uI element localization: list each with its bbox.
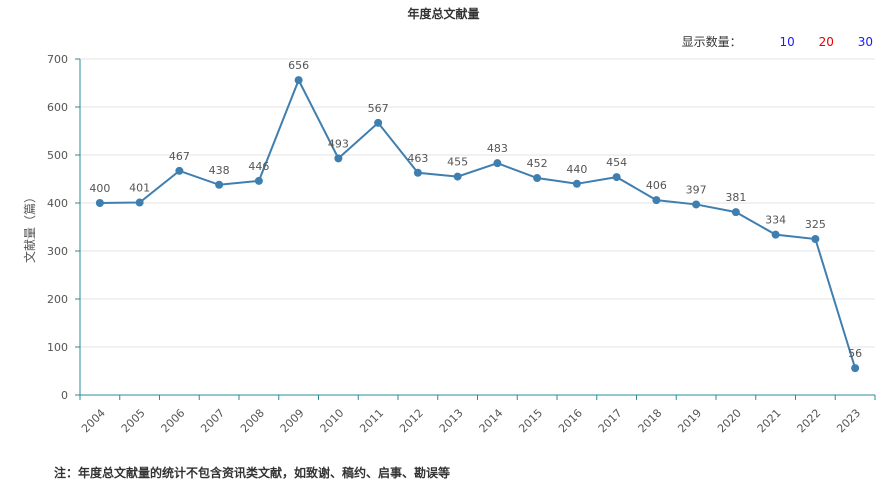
data-point[interactable] — [175, 166, 184, 175]
x-tick-label: 2012 — [397, 406, 426, 435]
count-option-30[interactable]: 30 — [857, 35, 873, 49]
y-tick-label: 0 — [61, 389, 68, 402]
y-tick-label: 300 — [47, 245, 68, 258]
data-point[interactable] — [135, 198, 144, 207]
y-axis-title: 文献量（篇） — [22, 191, 37, 263]
y-tick-label: 200 — [47, 293, 68, 306]
x-tick-label: 2014 — [477, 406, 506, 435]
y-axis: 0 100 200 300 400 500 600 700 — [47, 53, 81, 402]
x-tick-label: 2016 — [556, 406, 585, 435]
data-label: 446 — [248, 160, 269, 173]
display-count-label: 显示数量： — [681, 35, 742, 49]
y-tick-label: 700 — [47, 53, 68, 66]
x-tick-label: 2006 — [159, 406, 188, 435]
data-point[interactable] — [453, 172, 462, 181]
data-point[interactable] — [771, 230, 780, 239]
y-tick-label: 100 — [47, 341, 68, 354]
x-tick-label: 2017 — [596, 406, 625, 435]
data-label: 493 — [328, 137, 349, 150]
data-label: 325 — [805, 218, 826, 231]
data-point[interactable] — [851, 364, 860, 373]
footnote: 注：年度总文献量的统计不包含资讯类文献，如致谢、稿约、启事、勘误等 — [54, 466, 451, 480]
x-tick-label: 2009 — [278, 406, 307, 435]
data-label: 334 — [765, 214, 786, 227]
x-tick-label: 2005 — [119, 406, 148, 435]
data-label: 440 — [566, 163, 587, 176]
data-point[interactable] — [334, 154, 343, 163]
data-points — [95, 76, 860, 373]
y-tick-label: 500 — [47, 149, 68, 162]
data-label: 400 — [89, 182, 110, 195]
data-point[interactable] — [493, 159, 502, 168]
grid-lines — [80, 58, 875, 348]
data-point[interactable] — [254, 176, 263, 185]
data-point[interactable] — [294, 76, 303, 85]
count-option-20[interactable]: 20 — [818, 35, 834, 49]
data-point[interactable] — [731, 208, 740, 217]
data-point[interactable] — [572, 179, 581, 188]
x-tick-label: 2011 — [357, 406, 386, 435]
x-tick-label: 2018 — [636, 406, 665, 435]
x-tick-label: 2015 — [516, 406, 545, 435]
data-label: 401 — [129, 182, 150, 195]
data-point[interactable] — [652, 196, 661, 205]
data-label: 467 — [169, 150, 190, 163]
x-tick-label: 2007 — [198, 406, 227, 435]
x-tick-label: 2021 — [755, 406, 784, 435]
data-point[interactable] — [413, 168, 422, 177]
x-tick-label: 2010 — [318, 406, 347, 435]
data-point[interactable] — [95, 199, 104, 207]
data-label: 455 — [447, 156, 468, 169]
data-point[interactable] — [612, 173, 621, 182]
data-labels: 400 401 467 438 446 656 493 567 463 455 483 452 440 4… — [89, 59, 862, 360]
data-point[interactable] — [374, 118, 383, 127]
count-option-10[interactable]: 10 — [779, 35, 795, 49]
data-label: 454 — [606, 156, 627, 169]
x-tick-label: 2004 — [79, 406, 108, 435]
data-point[interactable] — [533, 174, 542, 183]
x-tick-label: 2020 — [715, 406, 744, 435]
data-label: 452 — [527, 157, 548, 170]
data-label: 56 — [848, 347, 862, 360]
data-label: 463 — [407, 152, 428, 165]
data-label: 397 — [686, 183, 707, 196]
data-label: 406 — [646, 179, 667, 192]
x-tick-label: 2022 — [795, 406, 824, 435]
data-label: 656 — [288, 59, 309, 72]
y-tick-label: 400 — [47, 197, 68, 210]
x-tick-label: 2019 — [675, 406, 704, 435]
data-point[interactable] — [692, 200, 701, 209]
display-count-selector: 显示数量： 10 20 30 — [682, 33, 873, 50]
data-point[interactable] — [811, 235, 820, 243]
x-axis: 2004 2005 2006 2007 2008 2009 2010 2011 2012 2013… — [79, 394, 876, 435]
data-label: 438 — [209, 164, 230, 177]
data-label: 483 — [487, 142, 508, 155]
x-tick-label: 2013 — [437, 406, 466, 435]
data-label: 381 — [725, 191, 746, 204]
x-tick-label: 2008 — [238, 406, 267, 435]
data-point[interactable] — [215, 180, 224, 189]
chart-title: 年度总文献量 — [407, 7, 480, 21]
x-tick-label: 2023 — [834, 406, 863, 435]
y-tick-label: 600 — [47, 101, 68, 114]
data-label: 567 — [368, 102, 389, 115]
series-line — [99, 77, 857, 369]
